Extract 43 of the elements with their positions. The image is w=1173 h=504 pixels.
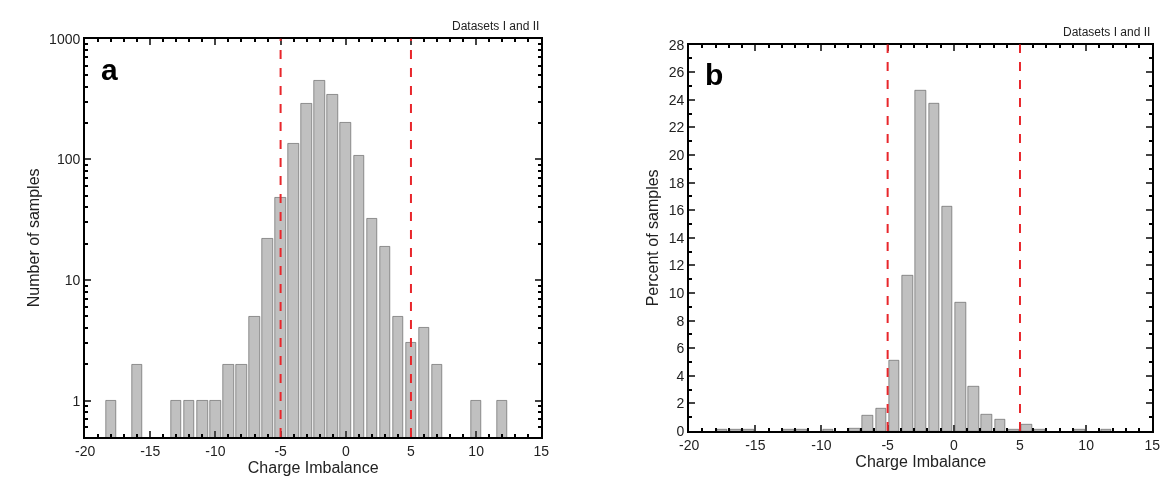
x-axis-title: Charge Imbalance	[855, 453, 987, 471]
y-tick-label: 24	[668, 91, 685, 108]
text: Datasets I and II	[1063, 25, 1151, 39]
annotation: b	[705, 58, 724, 91]
y-tick-label: 12	[668, 257, 685, 274]
y-tick-label: 4	[676, 367, 685, 384]
x-tick-label: -10	[811, 436, 832, 453]
x-tick-label: 15	[1144, 436, 1161, 453]
y-tick-label: 100	[56, 151, 81, 168]
y-tick-label: 22	[668, 119, 685, 136]
y-tick-label: 18	[668, 174, 685, 191]
y-tick-label: 10	[668, 284, 685, 301]
x-tick-label: -15	[140, 442, 161, 459]
y-tick-label: 20	[668, 146, 685, 163]
x-tick-label: 10	[1078, 436, 1095, 453]
x-tick-label: -20	[679, 436, 700, 453]
y-tick-label: 0	[676, 423, 685, 439]
y-tick-label: 2	[676, 395, 685, 412]
y-tick-label: 1000	[49, 30, 81, 47]
y-tick-label: 26	[668, 64, 685, 81]
y-tick-label: 1	[72, 392, 81, 409]
x-tick-label: -15	[745, 436, 766, 453]
y-tick-label: 28	[668, 36, 685, 53]
x-tick-label: -5	[881, 436, 895, 453]
x-tick-label: -10	[205, 442, 226, 459]
y-axis-title: Percent of samples	[644, 169, 662, 307]
x-tick-label: -5	[274, 442, 288, 459]
y-tick-label: 6	[676, 340, 685, 357]
y-axis-title: Number of samples	[24, 168, 42, 308]
x-tick-label: 10	[468, 442, 485, 459]
x-tick-label: 5	[407, 442, 416, 459]
x-tick-label: 0	[949, 436, 958, 453]
x-tick-label: 15	[533, 442, 550, 459]
x-axis-title: Charge Imbalance	[247, 458, 379, 476]
x-tick-label: 5	[1016, 436, 1025, 453]
y-tick-label: 8	[676, 312, 685, 329]
x-tick-label: 0	[341, 442, 350, 459]
y-tick-label: 14	[668, 229, 685, 246]
text: Datasets I and II	[452, 19, 540, 33]
y-tick-label: 16	[668, 202, 685, 219]
y-tick-label: 10	[64, 271, 81, 288]
x-tick-label: -20	[74, 442, 96, 459]
annotation: a	[101, 53, 118, 86]
